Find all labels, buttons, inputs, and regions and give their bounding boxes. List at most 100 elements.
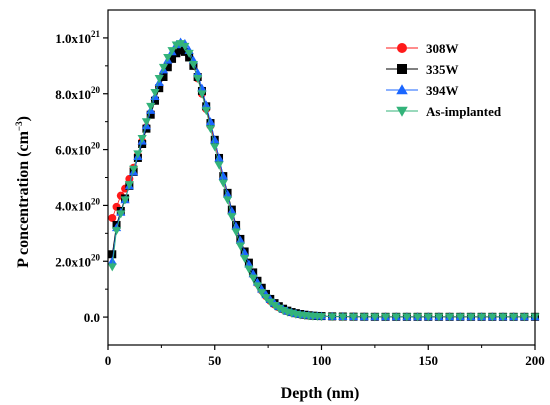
legend-label: 394W [426, 83, 459, 98]
data-point [218, 171, 228, 180]
series-line [111, 43, 535, 318]
legend-item: 394W [386, 83, 459, 98]
data-point [150, 96, 159, 105]
data-point [141, 118, 152, 127]
data-point [265, 298, 275, 307]
x-axis-title: Depth (nm) [281, 385, 360, 402]
data-point [466, 313, 476, 322]
data-point [201, 107, 211, 116]
data-point [193, 74, 203, 83]
data-point [240, 248, 250, 257]
data-point [175, 40, 186, 49]
data-point [176, 46, 185, 55]
data-point [227, 206, 237, 215]
data-point [154, 74, 164, 83]
data-point [108, 213, 117, 222]
data-point [274, 304, 284, 313]
data-point [231, 228, 241, 237]
legend-label: 335W [426, 62, 459, 77]
data-point [111, 227, 122, 236]
legend-label: As-implanted [426, 104, 502, 119]
data-point [244, 259, 254, 268]
data-point [240, 255, 250, 264]
legend-marker [397, 64, 407, 74]
data-point [222, 189, 233, 198]
y-tick-label: 1.0x1021 [55, 29, 100, 46]
data-point [214, 153, 224, 162]
x-tick-label: 0 [105, 353, 112, 368]
data-point [380, 313, 391, 322]
data-point [205, 117, 216, 126]
data-point [252, 282, 263, 291]
data-point [477, 313, 487, 322]
legend-marker [397, 43, 407, 53]
data-point [423, 313, 433, 322]
series-as-implanted [107, 40, 540, 322]
data-point [188, 61, 198, 70]
data-point [412, 313, 423, 322]
data-point [180, 42, 190, 51]
data-point [197, 83, 207, 92]
data-point [261, 294, 271, 303]
data-point [214, 161, 224, 170]
data-point [235, 235, 245, 244]
x-tick-label: 200 [525, 353, 545, 368]
data-point [348, 313, 359, 322]
data-point [455, 313, 465, 322]
data-point [163, 63, 172, 72]
series-335w [108, 46, 539, 321]
series-line [111, 41, 535, 318]
data-point [184, 49, 194, 58]
data-point [163, 54, 173, 63]
legend-item: As-implanted [386, 104, 502, 119]
x-tick-label: 150 [419, 353, 439, 368]
data-point [248, 274, 258, 283]
data-point [269, 301, 280, 310]
data-point [227, 213, 237, 222]
data-point [137, 135, 147, 144]
y-axis-title: P concentration (cm−3) [14, 116, 32, 268]
data-point [257, 289, 267, 298]
y-tick-label: 4.0x1020 [55, 196, 100, 213]
series-line [111, 48, 535, 318]
plot-area [107, 37, 540, 322]
data-point [210, 135, 220, 144]
x-tick-label: 50 [208, 353, 221, 368]
data-point [150, 88, 160, 97]
data-point [180, 47, 189, 56]
data-point [124, 181, 134, 190]
data-point [218, 179, 228, 188]
data-point [222, 196, 233, 205]
series-line [111, 50, 535, 318]
data-point [146, 102, 156, 111]
legend-marker [396, 106, 408, 117]
data-point [107, 256, 117, 265]
legend: 308W 335W 394W As-implanted [386, 41, 502, 119]
data-point [107, 263, 117, 272]
data-point [235, 242, 245, 251]
data-point [108, 250, 117, 259]
y-tick-label: 8.0x1020 [55, 85, 100, 102]
data-point [129, 165, 139, 174]
series-308w [108, 45, 539, 321]
legend-label: 308W [426, 41, 459, 56]
legend-marker [396, 84, 408, 95]
data-point [487, 313, 497, 322]
data-point [434, 313, 444, 322]
data-point [370, 313, 380, 322]
data-point [402, 313, 412, 322]
data-point [210, 143, 220, 152]
data-point [391, 313, 401, 322]
data-point [193, 68, 203, 77]
legend-item: 335W [386, 62, 459, 77]
data-point [509, 313, 519, 322]
data-point [244, 265, 254, 274]
data-point [316, 313, 327, 322]
data-point [146, 110, 155, 119]
y-tick-label: 0.0 [84, 310, 100, 325]
y-tick-label: 2.0x1020 [55, 252, 100, 269]
legend-item: 308W [386, 41, 459, 56]
data-point [231, 221, 241, 230]
data-point [498, 313, 508, 322]
